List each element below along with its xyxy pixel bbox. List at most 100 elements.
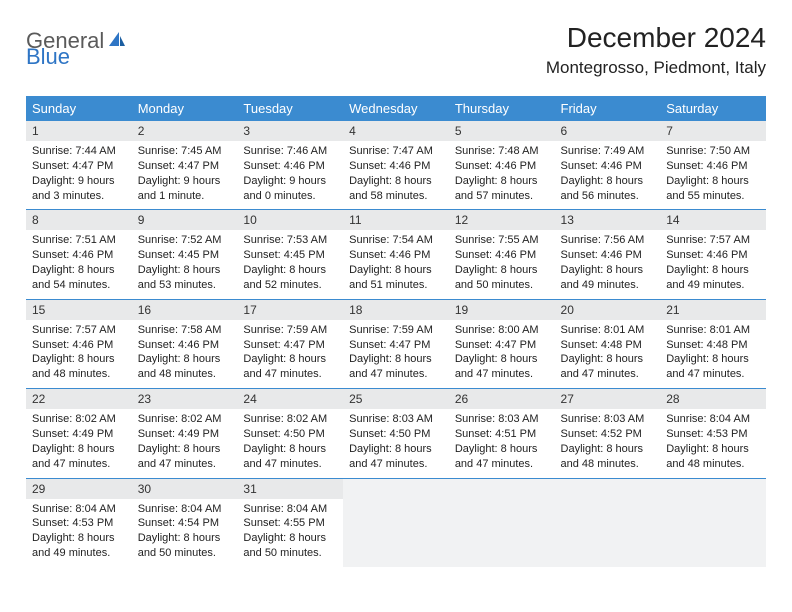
day-number: 28	[660, 389, 766, 409]
day-cell: 1Sunrise: 7:44 AMSunset: 4:47 PMDaylight…	[26, 121, 132, 210]
week-row: 15Sunrise: 7:57 AMSunset: 4:46 PMDayligh…	[26, 299, 766, 388]
day-cell: 19Sunrise: 8:00 AMSunset: 4:47 PMDayligh…	[449, 299, 555, 388]
day-cell: 16Sunrise: 7:58 AMSunset: 4:46 PMDayligh…	[132, 299, 238, 388]
empty-day-cell	[343, 478, 449, 567]
day-cell: 11Sunrise: 7:54 AMSunset: 4:46 PMDayligh…	[343, 210, 449, 299]
day-number: 25	[343, 389, 449, 409]
logo-text-blue: Blue	[26, 44, 70, 69]
day-cell: 8Sunrise: 7:51 AMSunset: 4:46 PMDaylight…	[26, 210, 132, 299]
day-number: 15	[26, 300, 132, 320]
logo-blue-text-wrap: Blue	[26, 44, 70, 70]
weekday-header-row: SundayMondayTuesdayWednesdayThursdayFrid…	[26, 96, 766, 121]
day-cell: 6Sunrise: 7:49 AMSunset: 4:46 PMDaylight…	[555, 121, 661, 210]
day-number: 30	[132, 479, 238, 499]
day-cell: 20Sunrise: 8:01 AMSunset: 4:48 PMDayligh…	[555, 299, 661, 388]
day-cell: 13Sunrise: 7:56 AMSunset: 4:46 PMDayligh…	[555, 210, 661, 299]
day-number: 17	[237, 300, 343, 320]
day-body: Sunrise: 8:04 AMSunset: 4:54 PMDaylight:…	[132, 499, 238, 567]
day-body: Sunrise: 7:45 AMSunset: 4:47 PMDaylight:…	[132, 141, 238, 209]
day-body: Sunrise: 8:01 AMSunset: 4:48 PMDaylight:…	[555, 320, 661, 388]
day-number: 6	[555, 121, 661, 141]
empty-day-cell	[449, 478, 555, 567]
day-number: 24	[237, 389, 343, 409]
day-number: 20	[555, 300, 661, 320]
day-number: 2	[132, 121, 238, 141]
day-cell: 22Sunrise: 8:02 AMSunset: 4:49 PMDayligh…	[26, 389, 132, 478]
header: General December 2024 Montegrosso, Piedm…	[26, 22, 766, 78]
day-number: 18	[343, 300, 449, 320]
day-cell: 21Sunrise: 8:01 AMSunset: 4:48 PMDayligh…	[660, 299, 766, 388]
weekday-header: Sunday	[26, 96, 132, 121]
day-body: Sunrise: 8:03 AMSunset: 4:50 PMDaylight:…	[343, 409, 449, 477]
day-number: 12	[449, 210, 555, 230]
day-body: Sunrise: 8:02 AMSunset: 4:49 PMDaylight:…	[26, 409, 132, 477]
day-cell: 31Sunrise: 8:04 AMSunset: 4:55 PMDayligh…	[237, 478, 343, 567]
day-number: 5	[449, 121, 555, 141]
day-cell: 29Sunrise: 8:04 AMSunset: 4:53 PMDayligh…	[26, 478, 132, 567]
weekday-header: Thursday	[449, 96, 555, 121]
day-body: Sunrise: 8:02 AMSunset: 4:50 PMDaylight:…	[237, 409, 343, 477]
weekday-header: Saturday	[660, 96, 766, 121]
day-cell: 24Sunrise: 8:02 AMSunset: 4:50 PMDayligh…	[237, 389, 343, 478]
day-body: Sunrise: 7:49 AMSunset: 4:46 PMDaylight:…	[555, 141, 661, 209]
day-cell: 28Sunrise: 8:04 AMSunset: 4:53 PMDayligh…	[660, 389, 766, 478]
day-cell: 10Sunrise: 7:53 AMSunset: 4:45 PMDayligh…	[237, 210, 343, 299]
day-body: Sunrise: 7:52 AMSunset: 4:45 PMDaylight:…	[132, 230, 238, 298]
day-body: Sunrise: 8:00 AMSunset: 4:47 PMDaylight:…	[449, 320, 555, 388]
day-body: Sunrise: 7:57 AMSunset: 4:46 PMDaylight:…	[660, 230, 766, 298]
day-cell: 30Sunrise: 8:04 AMSunset: 4:54 PMDayligh…	[132, 478, 238, 567]
weekday-header: Tuesday	[237, 96, 343, 121]
day-body: Sunrise: 8:01 AMSunset: 4:48 PMDaylight:…	[660, 320, 766, 388]
day-cell: 17Sunrise: 7:59 AMSunset: 4:47 PMDayligh…	[237, 299, 343, 388]
title-block: December 2024 Montegrosso, Piedmont, Ita…	[546, 22, 766, 78]
day-number: 16	[132, 300, 238, 320]
day-body: Sunrise: 7:59 AMSunset: 4:47 PMDaylight:…	[343, 320, 449, 388]
calendar-table: SundayMondayTuesdayWednesdayThursdayFrid…	[26, 96, 766, 567]
day-number: 8	[26, 210, 132, 230]
day-body: Sunrise: 7:55 AMSunset: 4:46 PMDaylight:…	[449, 230, 555, 298]
location: Montegrosso, Piedmont, Italy	[546, 58, 766, 78]
day-number: 19	[449, 300, 555, 320]
day-body: Sunrise: 7:44 AMSunset: 4:47 PMDaylight:…	[26, 141, 132, 209]
day-cell: 7Sunrise: 7:50 AMSunset: 4:46 PMDaylight…	[660, 121, 766, 210]
day-body: Sunrise: 7:58 AMSunset: 4:46 PMDaylight:…	[132, 320, 238, 388]
day-body: Sunrise: 8:03 AMSunset: 4:51 PMDaylight:…	[449, 409, 555, 477]
day-cell: 23Sunrise: 8:02 AMSunset: 4:49 PMDayligh…	[132, 389, 238, 478]
day-cell: 27Sunrise: 8:03 AMSunset: 4:52 PMDayligh…	[555, 389, 661, 478]
day-body: Sunrise: 8:04 AMSunset: 4:53 PMDaylight:…	[660, 409, 766, 477]
day-number: 7	[660, 121, 766, 141]
day-number: 9	[132, 210, 238, 230]
day-number: 31	[237, 479, 343, 499]
day-body: Sunrise: 8:02 AMSunset: 4:49 PMDaylight:…	[132, 409, 238, 477]
empty-day-cell	[555, 478, 661, 567]
day-number: 4	[343, 121, 449, 141]
day-number: 10	[237, 210, 343, 230]
day-number: 3	[237, 121, 343, 141]
weekday-header: Wednesday	[343, 96, 449, 121]
day-body: Sunrise: 7:48 AMSunset: 4:46 PMDaylight:…	[449, 141, 555, 209]
day-cell: 14Sunrise: 7:57 AMSunset: 4:46 PMDayligh…	[660, 210, 766, 299]
week-row: 8Sunrise: 7:51 AMSunset: 4:46 PMDaylight…	[26, 210, 766, 299]
day-cell: 12Sunrise: 7:55 AMSunset: 4:46 PMDayligh…	[449, 210, 555, 299]
day-cell: 9Sunrise: 7:52 AMSunset: 4:45 PMDaylight…	[132, 210, 238, 299]
day-number: 21	[660, 300, 766, 320]
day-body: Sunrise: 8:04 AMSunset: 4:55 PMDaylight:…	[237, 499, 343, 567]
day-cell: 3Sunrise: 7:46 AMSunset: 4:46 PMDaylight…	[237, 121, 343, 210]
day-cell: 25Sunrise: 8:03 AMSunset: 4:50 PMDayligh…	[343, 389, 449, 478]
day-number: 14	[660, 210, 766, 230]
day-number: 26	[449, 389, 555, 409]
day-cell: 4Sunrise: 7:47 AMSunset: 4:46 PMDaylight…	[343, 121, 449, 210]
day-body: Sunrise: 8:04 AMSunset: 4:53 PMDaylight:…	[26, 499, 132, 567]
week-row: 1Sunrise: 7:44 AMSunset: 4:47 PMDaylight…	[26, 121, 766, 210]
day-body: Sunrise: 7:56 AMSunset: 4:46 PMDaylight:…	[555, 230, 661, 298]
day-body: Sunrise: 7:53 AMSunset: 4:45 PMDaylight:…	[237, 230, 343, 298]
month-title: December 2024	[546, 22, 766, 54]
day-cell: 5Sunrise: 7:48 AMSunset: 4:46 PMDaylight…	[449, 121, 555, 210]
day-cell: 2Sunrise: 7:45 AMSunset: 4:47 PMDaylight…	[132, 121, 238, 210]
empty-day-cell	[660, 478, 766, 567]
day-body: Sunrise: 7:54 AMSunset: 4:46 PMDaylight:…	[343, 230, 449, 298]
weekday-header: Friday	[555, 96, 661, 121]
day-body: Sunrise: 7:47 AMSunset: 4:46 PMDaylight:…	[343, 141, 449, 209]
day-number: 1	[26, 121, 132, 141]
weekday-header: Monday	[132, 96, 238, 121]
